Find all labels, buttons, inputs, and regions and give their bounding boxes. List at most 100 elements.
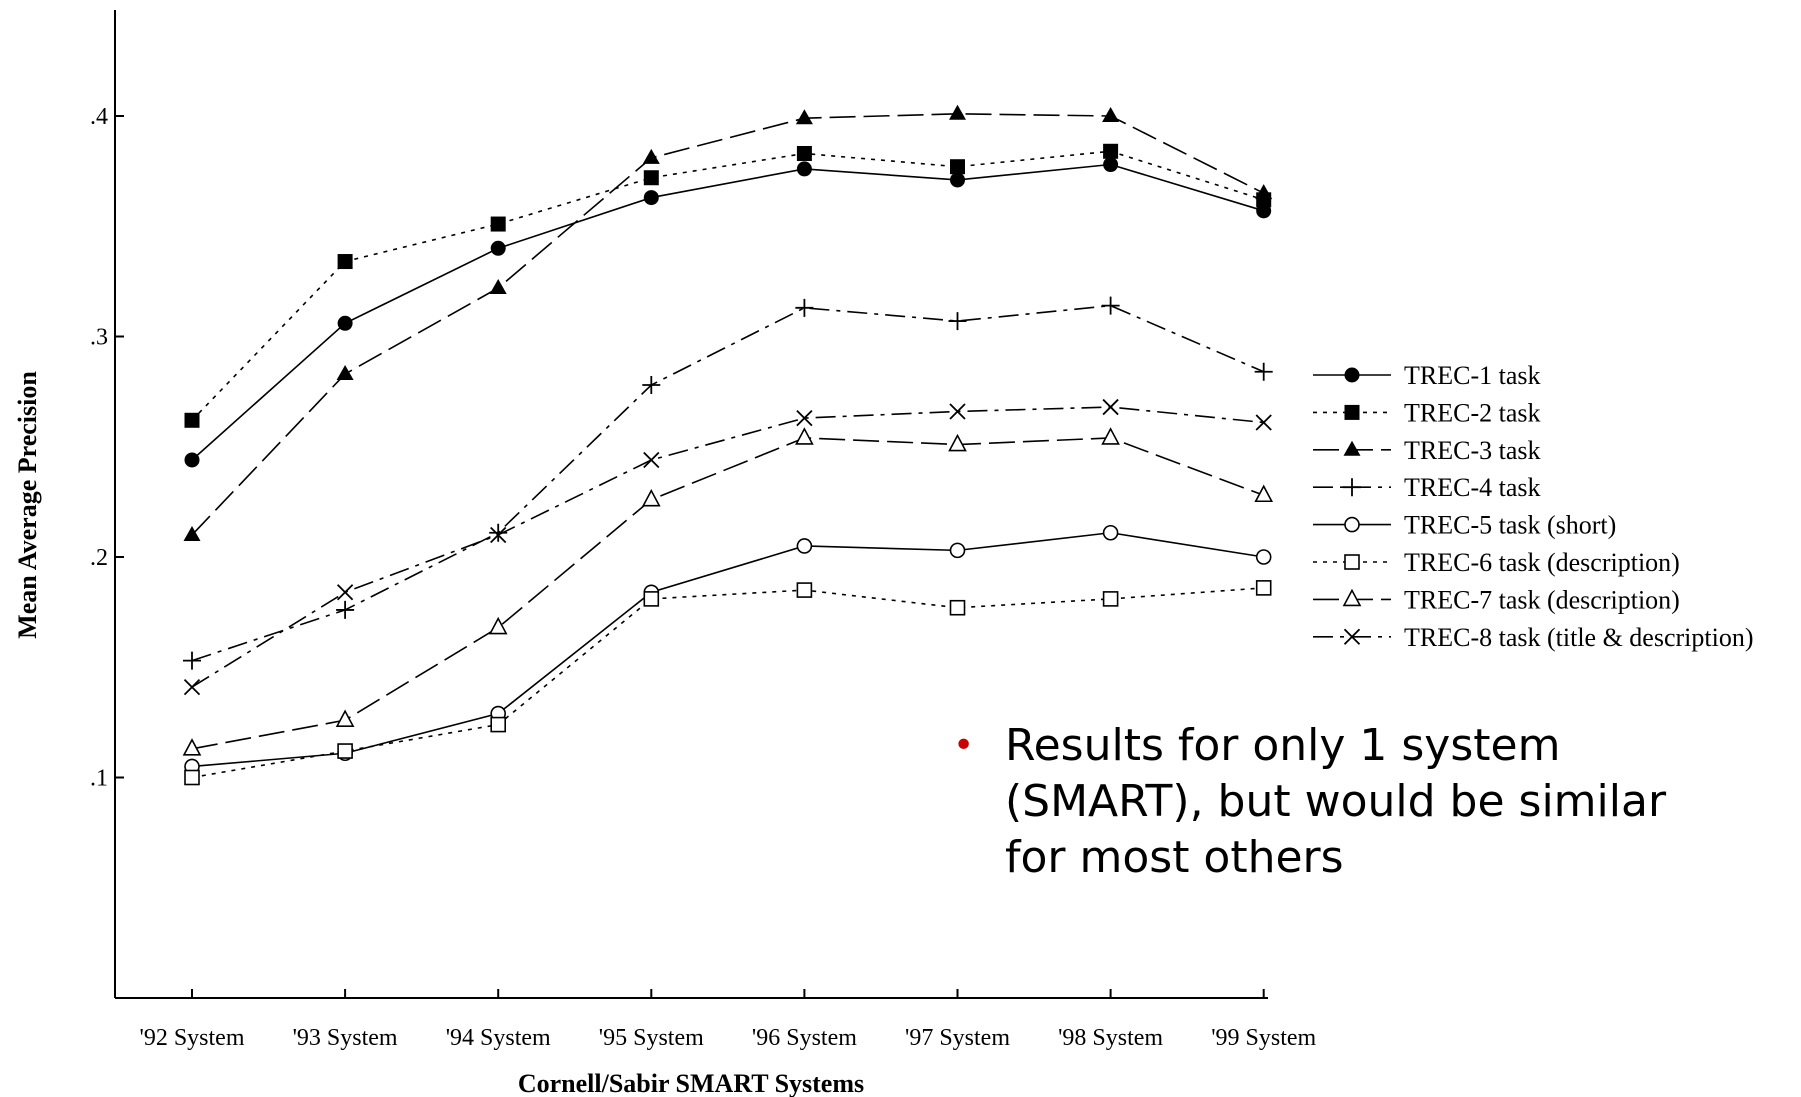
data-point: [1103, 143, 1119, 159]
data-point: [490, 716, 507, 733]
data-point: [184, 769, 200, 786]
data-point: [1103, 157, 1119, 173]
legend-item: TREC-1 task: [1313, 361, 1541, 390]
data-point: [643, 190, 659, 206]
data-point: [182, 738, 202, 756]
data-point: [336, 600, 355, 619]
legend-marker: [1344, 516, 1360, 533]
legend-marker: [1343, 478, 1361, 497]
bullet-note: • Results for only 1 system (SMART), but…: [953, 718, 1725, 886]
y-tick-label: .1: [90, 766, 108, 792]
data-point: [1102, 398, 1119, 416]
data-point: [490, 526, 507, 544]
data-point: [335, 709, 355, 727]
series-7: [182, 427, 1274, 756]
legend-marker: [1342, 588, 1362, 607]
legend-label: TREC-2 task: [1404, 398, 1541, 427]
legend-marker: [1344, 404, 1360, 420]
x-tick-label: '97 System: [905, 1025, 1010, 1051]
x-tick-label: '93 System: [293, 1025, 398, 1051]
legend-item: TREC-5 task (short): [1313, 511, 1616, 540]
data-point: [948, 312, 967, 331]
bullet-icon: •: [953, 725, 975, 766]
data-point: [950, 172, 965, 188]
data-point: [183, 678, 201, 696]
legend-item: TREC-4 task: [1313, 473, 1541, 502]
data-point: [1254, 484, 1274, 503]
legend-label: TREC-4 task: [1404, 473, 1541, 502]
series-2: [184, 143, 1272, 428]
x-tick-label: '99 System: [1211, 1025, 1316, 1051]
series-line: [191, 587, 1264, 779]
data-point: [490, 240, 506, 256]
series-4: [183, 296, 1273, 670]
legend-label: TREC-1 task: [1404, 361, 1541, 390]
y-axis-title: Mean Average Precision: [13, 371, 42, 639]
data-point: [490, 216, 506, 232]
data-point: [1101, 427, 1120, 445]
series-line: [191, 112, 1265, 536]
legend-label: TREC-5 task (short): [1404, 511, 1616, 540]
legend-item: TREC-6 task (description): [1313, 548, 1680, 577]
x-ticks: '92 System '93 System '94 System '95 System…: [140, 989, 1317, 1051]
data-point: [183, 525, 201, 541]
data-point: [1102, 591, 1119, 607]
series-layer: [182, 104, 1274, 786]
y-tick-label: .3: [90, 325, 108, 351]
legend-item: TREC-7 task (description): [1313, 585, 1680, 614]
data-point: [796, 161, 812, 177]
data-point: [336, 584, 354, 601]
legend-item: TREC-3 task: [1313, 436, 1541, 465]
x-tick-label: '95 System: [599, 1025, 704, 1051]
x-tick-label: '96 System: [752, 1025, 857, 1051]
legend-label: TREC-7 task (description): [1404, 585, 1680, 614]
series-3: [183, 104, 1273, 541]
x-tick-label: '98 System: [1058, 1025, 1163, 1051]
data-point: [337, 254, 353, 270]
series-1: [184, 157, 1272, 468]
data-point: [949, 542, 966, 559]
legend-marker: [1343, 440, 1361, 456]
legend-marker: [1344, 554, 1360, 570]
y-tick-label: .4: [90, 104, 108, 130]
legend-marker: [1343, 628, 1361, 645]
data-point: [796, 409, 813, 427]
legend-item: TREC-2 task: [1313, 398, 1541, 427]
data-point: [489, 278, 507, 294]
x-axis-title: Cornell/Sabir SMART Systems: [518, 1069, 864, 1097]
data-point: [796, 538, 813, 554]
legend: TREC-1 task TREC-2 task TREC-3 task TREC-4 …: [1313, 361, 1754, 652]
legend-label: TREC-6 task (description): [1404, 548, 1680, 577]
series-line: [191, 406, 1264, 688]
series-6: [184, 580, 1272, 786]
data-point: [643, 170, 659, 186]
y-tick-label: .2: [90, 545, 108, 571]
data-point: [1101, 296, 1120, 315]
data-point: [336, 364, 354, 380]
data-point: [1255, 549, 1272, 565]
data-point: [643, 451, 660, 469]
data-point: [796, 582, 813, 598]
series-line: [191, 304, 1265, 662]
legend-marker: [1344, 367, 1360, 383]
data-point: [643, 591, 660, 607]
data-point: [950, 159, 965, 175]
legend-item: TREC-8 task (title & description): [1313, 623, 1754, 652]
legend-label: TREC-8 task (title & description): [1404, 623, 1754, 652]
data-point: [641, 488, 661, 507]
data-point: [337, 743, 353, 759]
x-tick-label: '94 System: [446, 1025, 551, 1051]
data-point: [795, 109, 813, 125]
data-point: [1255, 184, 1273, 200]
data-point: [1254, 362, 1273, 381]
data-point: [795, 427, 814, 445]
data-point: [795, 298, 814, 317]
data-point: [488, 616, 508, 635]
data-point: [796, 145, 812, 161]
data-point: [949, 104, 966, 120]
series-line: [191, 163, 1264, 461]
y-ticks: .1 .2 .3 .4: [90, 104, 124, 792]
data-point: [1102, 107, 1120, 122]
series-line: [191, 437, 1264, 750]
